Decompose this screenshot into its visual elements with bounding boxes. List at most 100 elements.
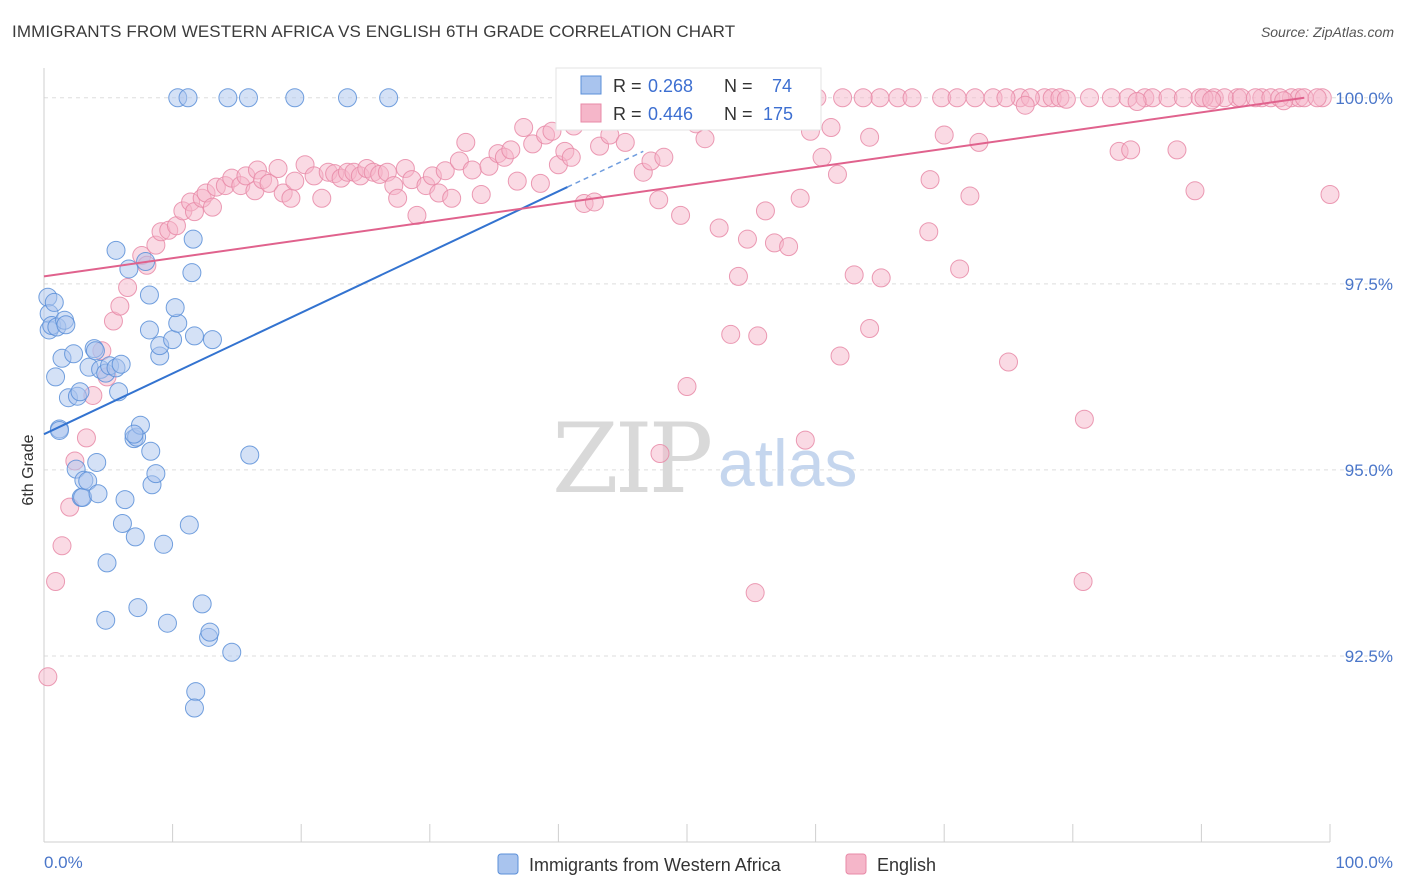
english-point-113 bbox=[960, 186, 980, 206]
western-africa-point-16 bbox=[70, 382, 90, 402]
english-point-109 bbox=[919, 222, 939, 242]
english-point-129 bbox=[1320, 185, 1340, 205]
english-point-59 bbox=[442, 188, 462, 208]
watermark-zip: ZIP bbox=[552, 403, 711, 515]
western-africa-point-72 bbox=[238, 88, 258, 108]
y-tick-label-0: 92.5% bbox=[1345, 647, 1393, 666]
stats-blue-swatch bbox=[580, 75, 602, 95]
english-point-67 bbox=[501, 140, 521, 160]
english-point-79 bbox=[584, 192, 604, 212]
english-point-98 bbox=[779, 237, 799, 257]
western-africa-point-50 bbox=[179, 515, 199, 535]
stats-blue-n-label: N = bbox=[724, 76, 753, 96]
tick-labels: 92.5% 95.0% 97.5% 100.0% 0.0% 100.0% bbox=[44, 89, 1393, 872]
western-africa-point-68 bbox=[240, 445, 260, 465]
western-africa-point-54 bbox=[157, 613, 177, 633]
english-point-105 bbox=[860, 127, 880, 147]
english-point-119 bbox=[1074, 409, 1094, 429]
western-africa-point-60 bbox=[184, 698, 204, 718]
english-point-174 bbox=[1202, 90, 1222, 110]
english-point-69 bbox=[514, 118, 534, 138]
english-point-92 bbox=[737, 229, 757, 249]
english-point-134 bbox=[830, 346, 850, 366]
x-tick-label-1: 100.0% bbox=[1335, 853, 1393, 872]
y-tick-label-2: 97.5% bbox=[1345, 275, 1393, 294]
y-tick-label-3: 100.0% bbox=[1335, 89, 1393, 108]
western-africa-trend-extension bbox=[567, 150, 644, 188]
western-africa-point-38 bbox=[146, 464, 166, 484]
western-africa-point-61 bbox=[202, 330, 222, 350]
english-point-171 bbox=[1015, 95, 1035, 115]
english-point-35 bbox=[281, 188, 301, 208]
english-point-76 bbox=[561, 147, 581, 167]
western-africa-point-49 bbox=[154, 534, 174, 554]
western-africa-point-10 bbox=[64, 344, 84, 364]
stats-pink-r-value: 0.446 bbox=[648, 104, 693, 124]
western-africa-point-45 bbox=[184, 326, 204, 346]
english-point-36 bbox=[285, 171, 305, 191]
english-point-32 bbox=[259, 173, 279, 193]
english-point-68 bbox=[507, 171, 527, 191]
english-point-137 bbox=[853, 88, 873, 108]
western-africa-point-36 bbox=[141, 441, 161, 461]
english-point-155 bbox=[1101, 88, 1121, 108]
western-africa-point-4 bbox=[44, 292, 64, 312]
western-africa-point-55 bbox=[192, 594, 212, 614]
english-point-86 bbox=[654, 147, 674, 167]
western-africa-point-74 bbox=[337, 88, 357, 108]
english-point-148 bbox=[947, 88, 967, 108]
english-point-61 bbox=[456, 132, 476, 152]
english-point-149 bbox=[965, 88, 985, 108]
english-point-138 bbox=[833, 88, 853, 108]
stats-box: R = 0.268 N = 74 R = 0.446 N = 175 bbox=[555, 67, 822, 131]
chart-title: IMMIGRANTS FROM WESTERN AFRICA VS ENGLIS… bbox=[12, 22, 736, 41]
english-point-0 bbox=[38, 667, 58, 687]
western-africa-point-51 bbox=[97, 553, 117, 573]
english-point-2 bbox=[52, 536, 72, 556]
western-africa-point-57 bbox=[200, 622, 220, 642]
english-point-101 bbox=[812, 147, 832, 167]
english-point-136 bbox=[870, 88, 890, 108]
western-africa-point-59 bbox=[186, 682, 206, 702]
english-point-89 bbox=[695, 129, 715, 149]
english-point-111 bbox=[934, 125, 954, 145]
english-point-123 bbox=[1185, 181, 1205, 201]
english-point-87 bbox=[671, 205, 691, 225]
stats-pink-r-label: R = bbox=[613, 104, 642, 124]
western-africa-point-25 bbox=[88, 484, 108, 504]
english-point-5 bbox=[76, 428, 96, 448]
english-trend-line bbox=[43, 96, 1305, 278]
english-point-106 bbox=[871, 268, 891, 288]
english-point-51 bbox=[388, 188, 408, 208]
english-point-103 bbox=[827, 164, 847, 184]
english-point-99 bbox=[790, 188, 810, 208]
x-tick-label-0: 0.0% bbox=[44, 853, 83, 872]
western-africa-point-70 bbox=[178, 88, 198, 108]
stats-pink-n-value: 175 bbox=[763, 104, 793, 124]
english-point-11 bbox=[118, 278, 138, 298]
english-point-97 bbox=[748, 326, 768, 346]
stats-blue-r-value: 0.268 bbox=[648, 76, 693, 96]
western-africa-point-47 bbox=[112, 513, 132, 533]
english-point-160 bbox=[1173, 88, 1193, 108]
western-africa-point-30 bbox=[111, 354, 131, 374]
english-point-39 bbox=[312, 188, 332, 208]
stats-pink-swatch bbox=[580, 103, 602, 123]
western-africa-point-48 bbox=[125, 527, 145, 547]
western-africa-point-43 bbox=[168, 313, 188, 333]
western-africa-point-62 bbox=[106, 240, 126, 260]
english-point-85 bbox=[649, 190, 669, 210]
english-point-116 bbox=[999, 352, 1018, 372]
western-africa-point-71 bbox=[218, 88, 238, 108]
english-point-170 bbox=[1307, 88, 1327, 108]
english-points bbox=[38, 88, 1340, 687]
western-africa-point-24 bbox=[87, 452, 107, 472]
y-tick-label-1: 95.0% bbox=[1345, 461, 1393, 480]
english-point-133 bbox=[721, 324, 741, 344]
legend-pink-label-swatch bbox=[845, 853, 867, 875]
western-africa-point-73 bbox=[285, 88, 305, 108]
english-point-172 bbox=[1056, 89, 1076, 109]
y-axis-label: 6th Grade bbox=[20, 434, 37, 505]
western-africa-point-41 bbox=[139, 320, 159, 340]
